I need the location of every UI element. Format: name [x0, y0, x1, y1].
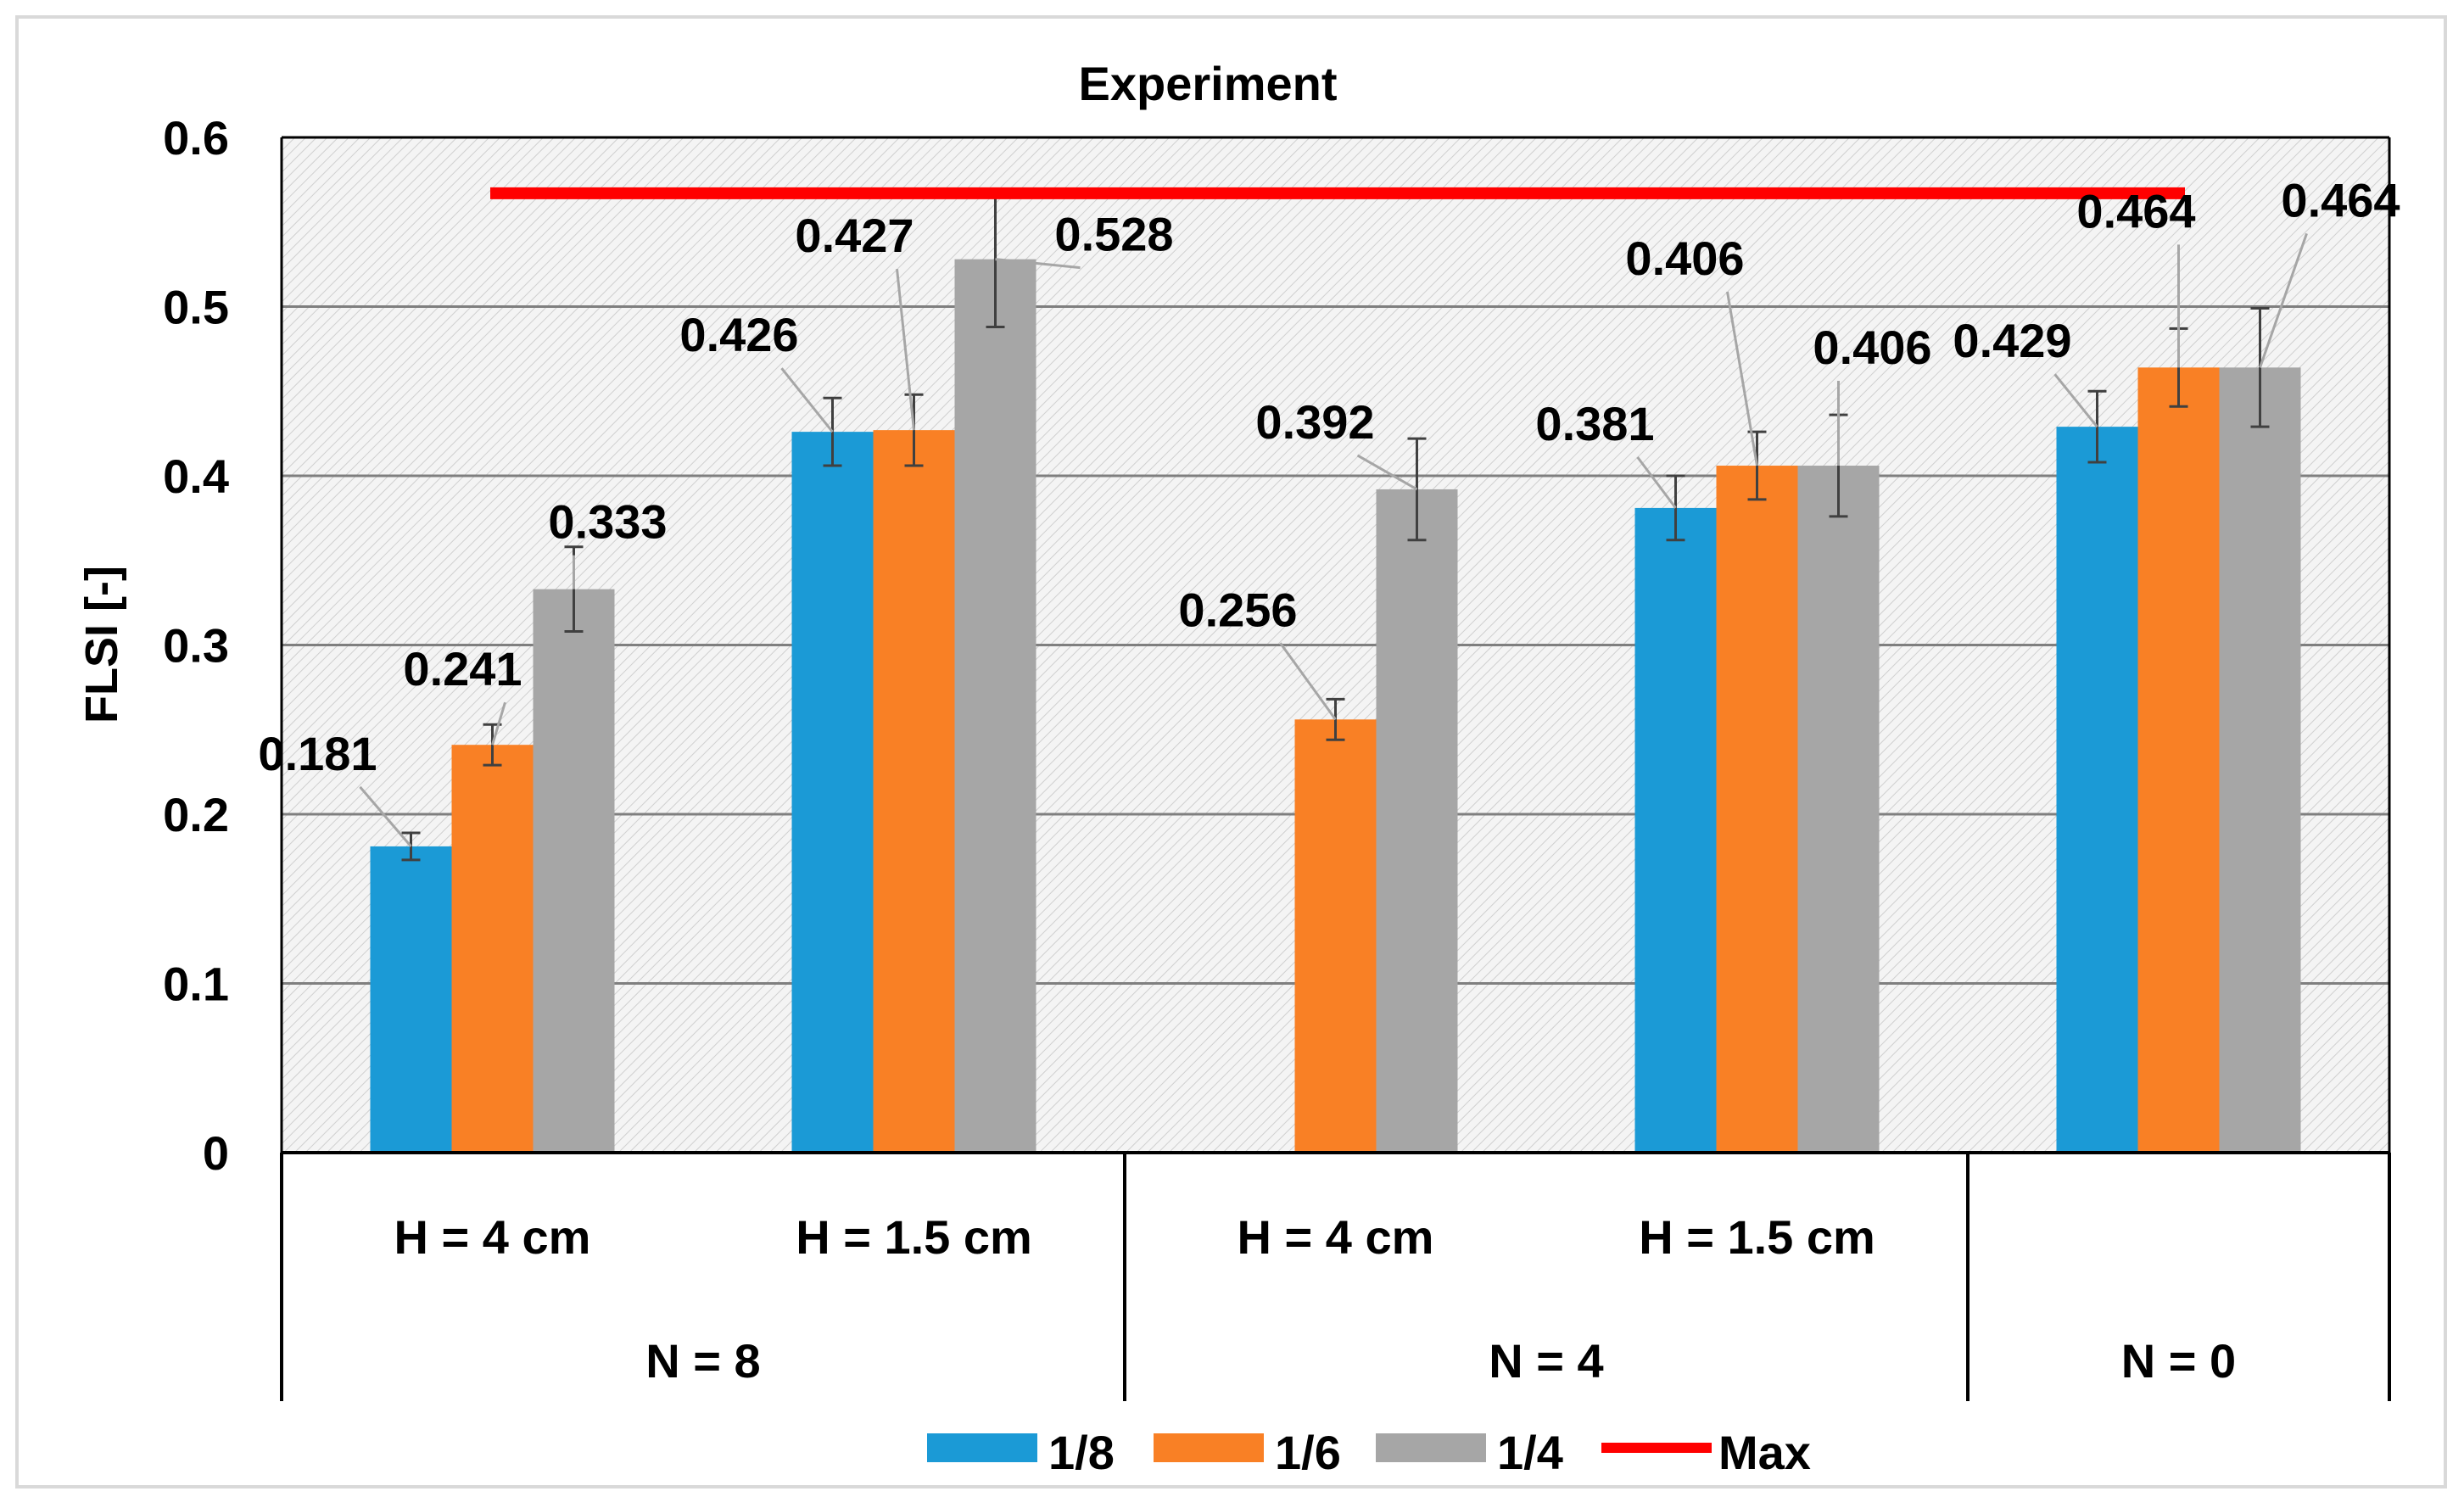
data-label: 0.381: [1535, 397, 1654, 450]
legend-swatch: [927, 1433, 1037, 1462]
legend-label: Max: [1718, 1426, 1811, 1479]
x-tick-label: H = 4 cm: [394, 1210, 591, 1264]
bar: [1376, 489, 1458, 1153]
legend-label: 1/4: [1497, 1426, 1563, 1479]
label-leader: [896, 268, 915, 431]
group-label: N = 4: [1489, 1334, 1603, 1388]
label-leader: [780, 367, 834, 433]
data-label: 0.181: [258, 727, 377, 780]
data-label: 0.464: [2076, 184, 2195, 237]
bar: [1716, 466, 1798, 1153]
label-leader: [2053, 373, 2098, 428]
legend: 1/8 1/6 1/4 Max: [927, 1426, 1811, 1479]
legend-swatch: [1154, 1433, 1264, 1462]
legend-label: 1/8: [1048, 1426, 1115, 1479]
axes: 0 0.1 0.2 0.3 0.4 0.5 0.6 H = 4 cm H = 1.5 cm H =…: [163, 111, 2391, 1401]
data-label: 0.427: [795, 209, 914, 262]
bar: [954, 259, 1036, 1153]
data-label: 0.406: [1625, 232, 1744, 285]
bar: [533, 589, 615, 1153]
bar: [791, 432, 874, 1153]
bar: [1797, 466, 1880, 1153]
x-tick-label: H = 1.5 cm: [796, 1210, 1032, 1264]
bars: [370, 259, 2301, 1153]
data-labels: 0.181 0.426 0.381 0.429 0.241 0.427 0.256 0.406…: [258, 173, 2400, 780]
y-tick-label: 0.5: [163, 281, 229, 334]
data-label: 0.256: [1178, 583, 1297, 636]
label-leader: [359, 785, 412, 847]
data-label: 0.429: [1953, 314, 2071, 367]
y-tick-label: 0: [203, 1126, 229, 1180]
data-label: 0.528: [1054, 208, 1173, 261]
group-label: N = 0: [2121, 1334, 2236, 1388]
data-label: 0.464: [2281, 173, 2400, 226]
bar: [451, 745, 534, 1153]
bar: [1294, 719, 1377, 1153]
data-label: 0.241: [403, 642, 522, 695]
data-label: 0.392: [1255, 395, 1374, 449]
y-tick-label: 0.1: [163, 958, 229, 1011]
data-label: 0.333: [548, 495, 667, 549]
label-leaders: [359, 232, 2308, 847]
label-leader: [491, 701, 506, 746]
label-leader: [1279, 642, 1337, 721]
bar: [2137, 367, 2220, 1153]
x-tick-label: H = 1.5 cm: [1639, 1210, 1875, 1264]
label-leader: [1726, 291, 1758, 466]
bar: [2056, 427, 2138, 1153]
label-leader: [1356, 454, 1418, 491]
bar: [1634, 507, 1717, 1153]
label-leader: [2259, 232, 2308, 368]
y-axis-label: FLSI [-]: [76, 566, 127, 723]
y-tick-label: 0.4: [163, 450, 229, 503]
chart-title: Experiment: [1079, 57, 1338, 110]
y-tick-label: 0.2: [163, 788, 229, 841]
data-label: 0.426: [679, 308, 798, 361]
y-tick-label: 0.6: [163, 111, 229, 165]
bar: [2219, 367, 2301, 1153]
y-tick-label: 0.3: [163, 619, 229, 673]
legend-swatch: [1376, 1433, 1486, 1462]
group-label: N = 8: [645, 1334, 760, 1388]
label-leader: [995, 258, 1081, 270]
x-tick-label: H = 4 cm: [1238, 1210, 1434, 1264]
bar: [873, 430, 955, 1153]
label-leader: [1636, 456, 1677, 509]
data-label: 0.406: [1813, 321, 1931, 374]
bar: [370, 846, 452, 1153]
legend-label: 1/6: [1275, 1426, 1341, 1479]
